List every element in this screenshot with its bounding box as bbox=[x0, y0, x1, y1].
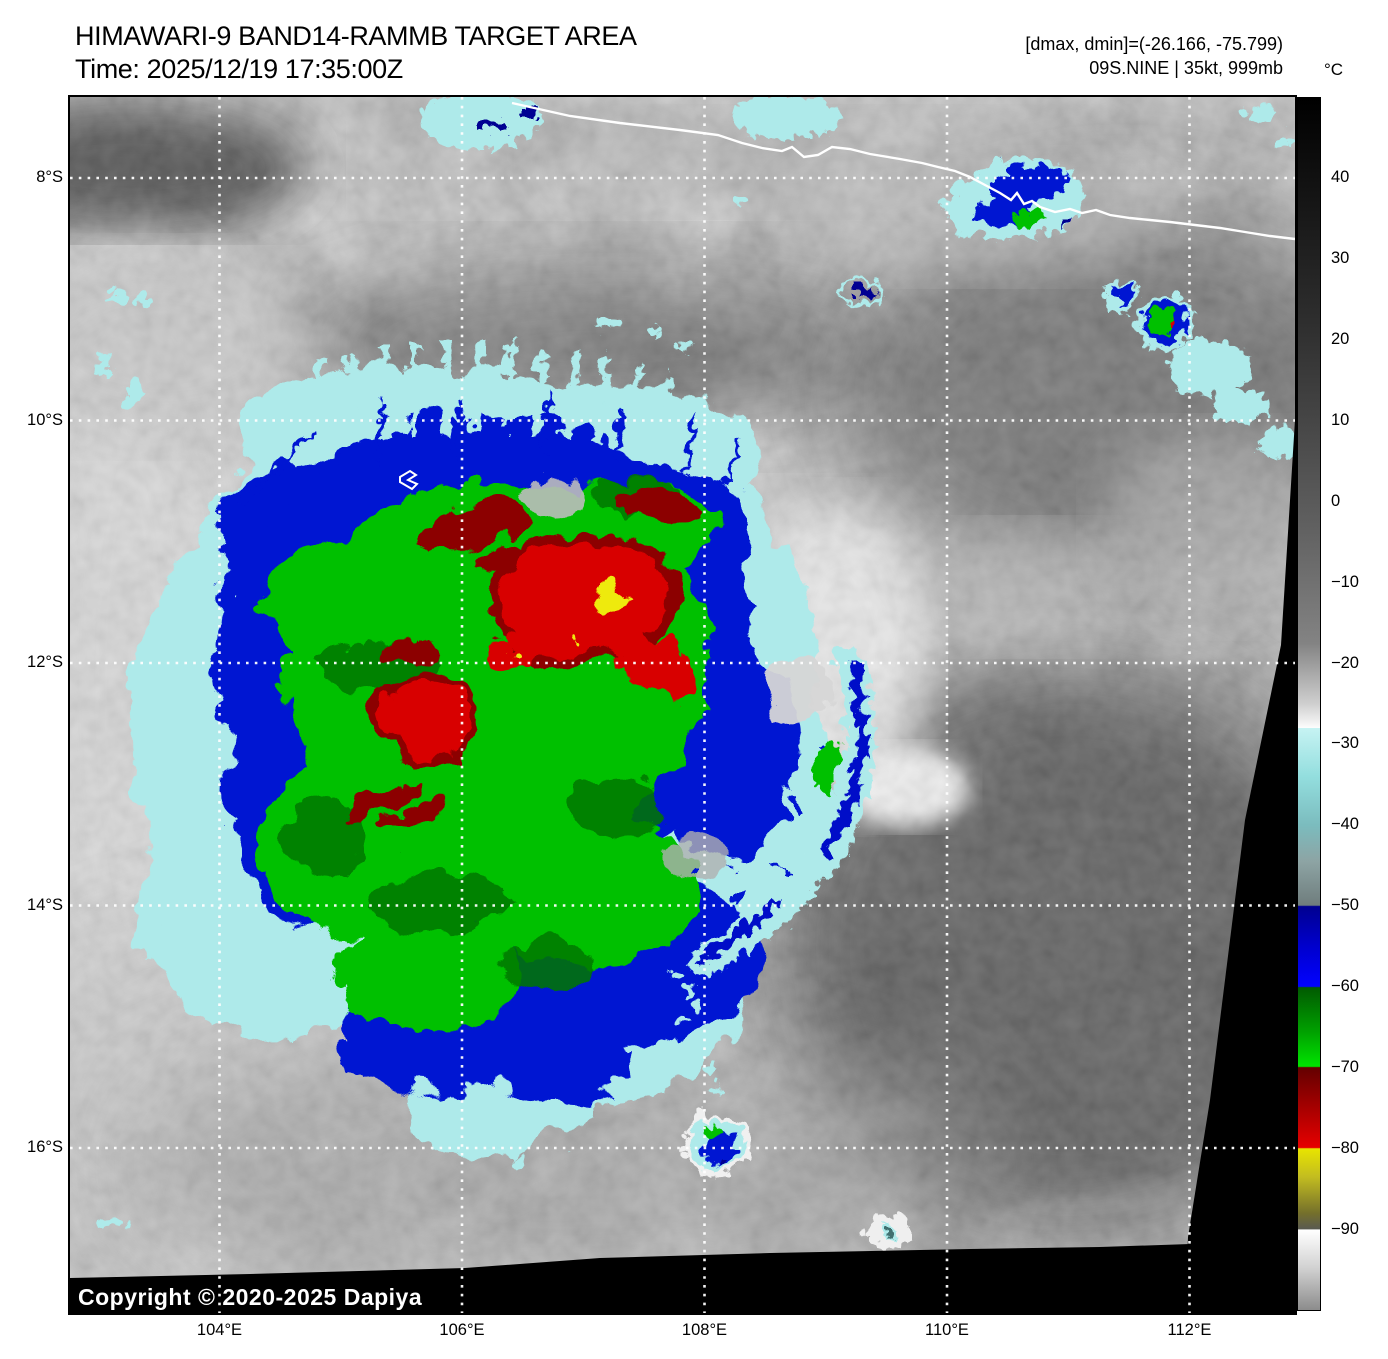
lat-label: 14°S bbox=[27, 895, 63, 914]
colorbar-tick-label: 10 bbox=[1331, 410, 1350, 429]
lon-label: 112°E bbox=[1167, 1321, 1212, 1339]
colorbar-tick-label: −20 bbox=[1331, 653, 1359, 672]
satellite-scene bbox=[70, 97, 1295, 1313]
scan-edge-black-wedges bbox=[70, 420, 1295, 1313]
colorbar-tick-label: −80 bbox=[1331, 1139, 1359, 1158]
coastline bbox=[399, 101, 1295, 491]
lon-label: 108°E bbox=[681, 1321, 728, 1339]
lon-label: 110°E bbox=[925, 1321, 969, 1339]
satellite-image bbox=[68, 95, 1297, 1315]
storm-cold-cloud-shield bbox=[120, 357, 840, 1147]
storm-info-label: 09S.NINE | 35kt, 999mb bbox=[1089, 58, 1283, 78]
graticule bbox=[70, 97, 1295, 1313]
dmax-dmin-label: [dmax, dmin]=(-26.166, -75.799) bbox=[1025, 34, 1283, 54]
lon-label: 106°E bbox=[439, 1321, 485, 1339]
lat-label: 10°S bbox=[27, 410, 63, 429]
lat-label: 16°S bbox=[27, 1138, 63, 1156]
lat-label: 8°S bbox=[36, 168, 63, 186]
storm-tail-band bbox=[664, 636, 870, 1087]
colorbar-tick-label: −30 bbox=[1331, 734, 1359, 753]
gray-cloud-background bbox=[70, 97, 1295, 1313]
colorbar-tick-label: −60 bbox=[1331, 977, 1359, 996]
small-island-outline bbox=[399, 469, 419, 491]
colorbar-tick-label: 30 bbox=[1331, 248, 1350, 267]
colorbar-unit-label: °C bbox=[1324, 60, 1344, 79]
page-title: HIMAWARI-9 BAND14-RAMMB TARGET AREA bbox=[75, 21, 637, 51]
colorbar-tick-label: −90 bbox=[1331, 1220, 1359, 1239]
copyright-label: Copyright © 2020-2025 Dapiya bbox=[78, 1284, 423, 1310]
colorbar-tick-label: −10 bbox=[1331, 572, 1359, 591]
colorbar-tick-label: −70 bbox=[1331, 1058, 1359, 1077]
colorbar-tick-label: 0 bbox=[1331, 491, 1341, 510]
colorbar-tick-label: −40 bbox=[1331, 815, 1359, 834]
coastal-convection-cells bbox=[415, 97, 1295, 453]
colorbar-tick-label: −50 bbox=[1331, 896, 1359, 915]
lon-label: 104°E bbox=[196, 1321, 243, 1339]
header-metrics: [dmax, dmin]=(-26.166, -75.799) 09S.NINE… bbox=[1025, 32, 1283, 80]
colorbar-tick-label: 20 bbox=[1331, 329, 1350, 348]
colorbar-tick-label: 40 bbox=[1331, 167, 1350, 186]
colorbar bbox=[1297, 97, 1321, 1311]
timestamp: Time: 2025/12/19 17:35:00Z bbox=[75, 54, 403, 84]
lat-label: 12°S bbox=[27, 653, 63, 671]
southern-convective-cell bbox=[93, 286, 908, 1244]
